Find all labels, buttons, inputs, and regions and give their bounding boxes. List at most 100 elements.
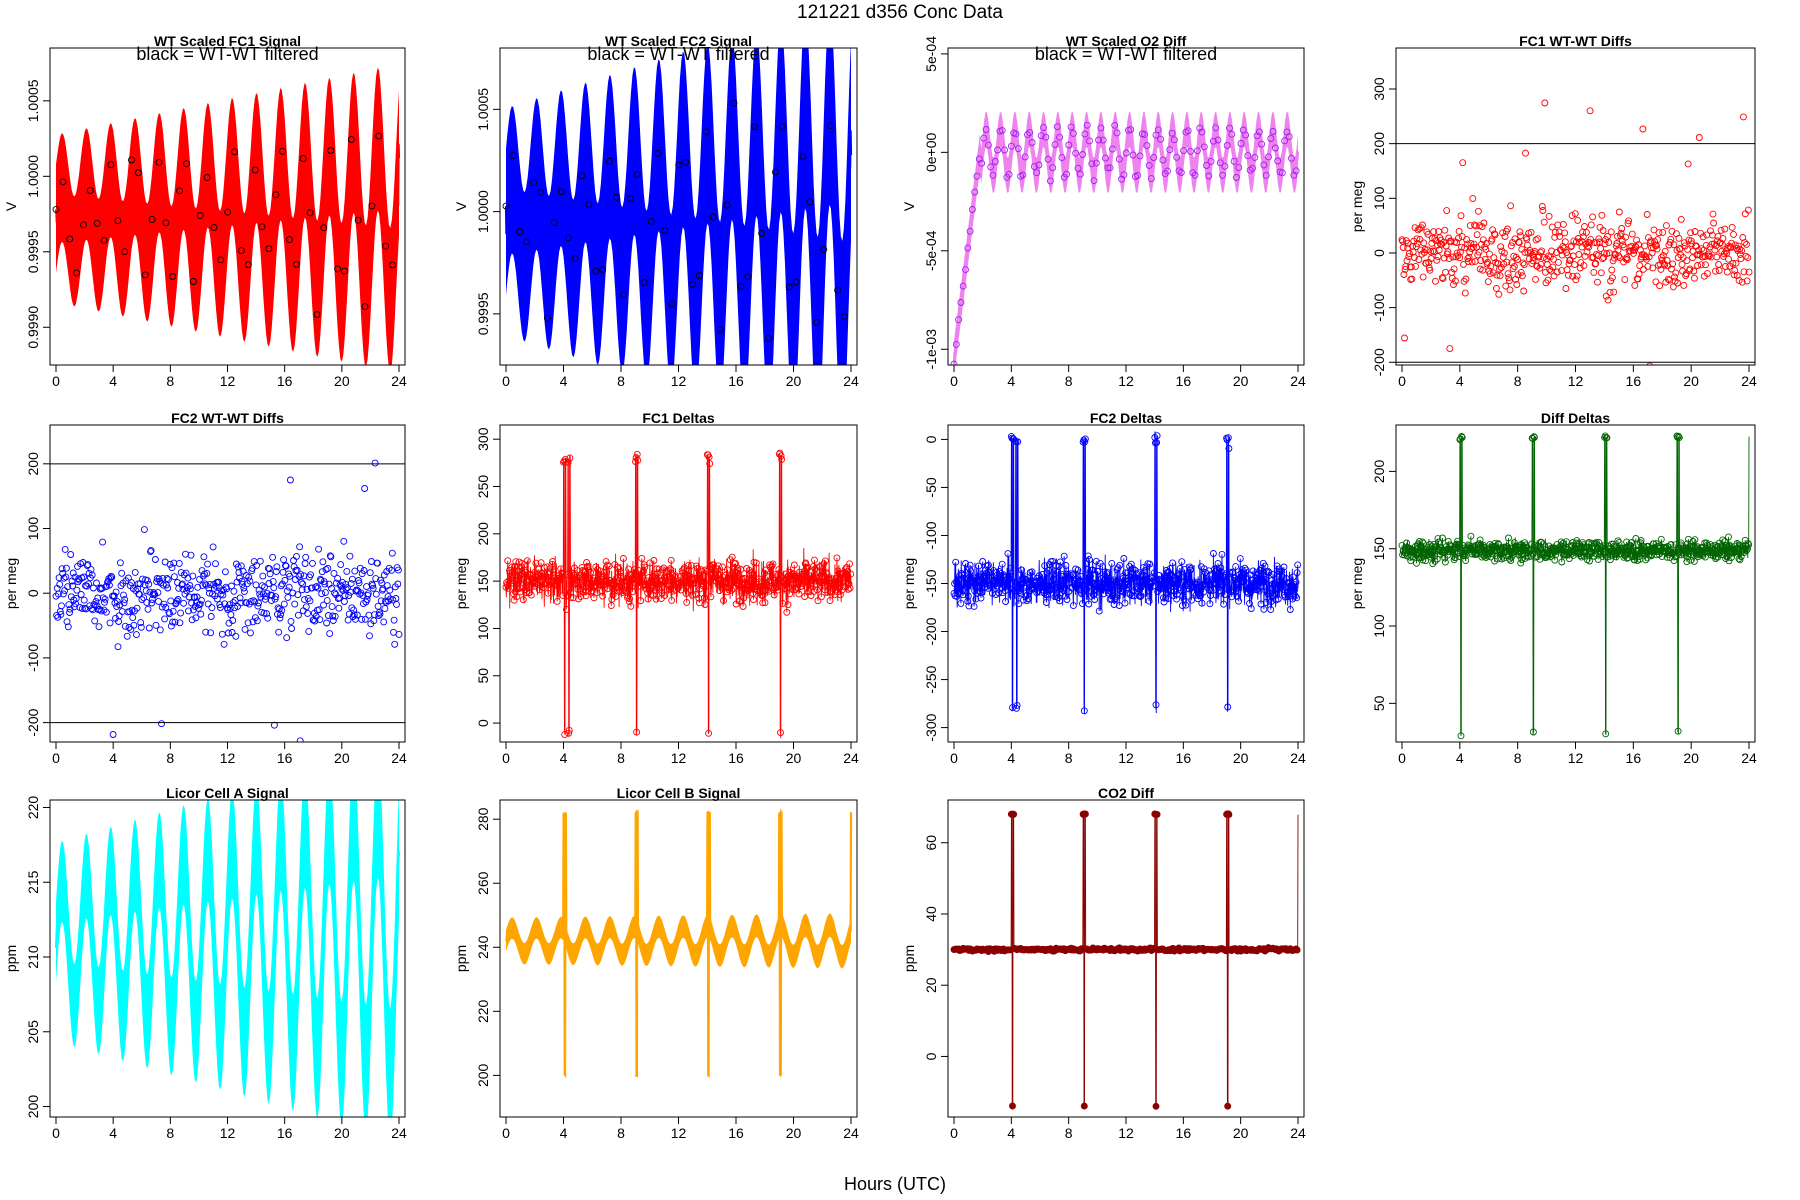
- data-point: [1468, 550, 1476, 558]
- data-point: [565, 726, 573, 734]
- data-point: [102, 583, 110, 591]
- data-point: [689, 280, 696, 288]
- data-point: [1556, 232, 1564, 240]
- data-point: [824, 588, 832, 596]
- data-point: [1173, 590, 1181, 598]
- y-tick-label: 1.0000: [25, 155, 41, 198]
- x-tick-label: 8: [617, 750, 625, 766]
- data-point: [1641, 242, 1649, 250]
- data-point: [1569, 252, 1577, 260]
- data-point: [1291, 586, 1299, 593]
- data-point: [689, 591, 696, 599]
- data-point: [806, 198, 814, 206]
- data-point: [565, 729, 573, 737]
- data-point: [1128, 592, 1136, 600]
- data-point: [1095, 607, 1103, 615]
- data-point: [1551, 228, 1559, 236]
- data-point: [530, 179, 538, 187]
- data-point: [1281, 137, 1289, 145]
- data-point: [108, 573, 116, 581]
- data-point: [1126, 562, 1134, 570]
- data-point: [750, 596, 757, 604]
- data-point: [832, 580, 840, 588]
- data-point: [547, 564, 555, 572]
- data-point: [1562, 285, 1570, 292]
- data-point: [1680, 281, 1688, 289]
- data-point: [1412, 243, 1420, 251]
- data-point: [1277, 584, 1285, 592]
- data-point: [1484, 278, 1492, 286]
- data-point: [354, 216, 362, 224]
- data-point: [1271, 144, 1279, 152]
- data-point: [1242, 131, 1250, 139]
- data-point: [1666, 238, 1674, 246]
- data-point: [385, 564, 393, 572]
- y-tick-label: -200: [1371, 348, 1387, 376]
- data-point: [1486, 270, 1494, 278]
- data-point: [148, 599, 156, 607]
- data-point: [744, 273, 752, 281]
- data-point: [836, 579, 844, 587]
- data-point: [390, 616, 398, 624]
- data-point: [1504, 225, 1511, 233]
- data-point: [388, 407, 394, 413]
- data-point: [189, 572, 197, 580]
- data-point: [1108, 145, 1116, 153]
- data-point: [1084, 552, 1092, 560]
- data-point: [1092, 557, 1100, 565]
- data-point: [667, 556, 675, 564]
- data-point: [1730, 271, 1738, 279]
- data-point: [508, 571, 516, 578]
- data-point: [972, 576, 980, 584]
- data-point: [1294, 561, 1302, 569]
- data-point: [341, 592, 349, 599]
- data-point: [1513, 281, 1521, 288]
- data-point: [1185, 572, 1193, 580]
- y-tick-label: 1.0005: [25, 79, 41, 122]
- data-point: [952, 340, 960, 348]
- data-point: [1728, 223, 1736, 231]
- data-point: [701, 601, 709, 608]
- y-tick-label: 50: [1371, 695, 1387, 711]
- data-point: [1080, 1102, 1088, 1110]
- data-point: [1473, 231, 1481, 239]
- x-tick-label: 12: [220, 1125, 236, 1141]
- data-point: [1743, 240, 1750, 248]
- data-point: [321, 589, 329, 597]
- data-point: [293, 552, 300, 560]
- data-point: [1469, 243, 1477, 251]
- data-point: [1499, 552, 1507, 560]
- data-point: [1589, 213, 1597, 221]
- data-point: [1471, 221, 1479, 229]
- data-point: [695, 272, 703, 280]
- data-point: [1113, 129, 1121, 137]
- data-point: [1550, 255, 1557, 263]
- data-point: [1173, 153, 1181, 161]
- data-point: [1656, 282, 1664, 290]
- data-point: [1538, 203, 1546, 210]
- data-point: [1702, 261, 1709, 269]
- y-tick-label: 280: [475, 807, 491, 831]
- data-point: [1198, 599, 1206, 607]
- data-point: [1005, 576, 1012, 584]
- data-point: [1232, 174, 1240, 181]
- data-point: [288, 625, 296, 632]
- data-point: [137, 619, 145, 627]
- data-point: [301, 596, 308, 604]
- data-point: [202, 628, 210, 636]
- data-point: [1076, 170, 1084, 178]
- data-point: [1494, 540, 1502, 548]
- y-tick-label: 200: [475, 1063, 491, 1087]
- data-point: [94, 594, 102, 602]
- data-point: [164, 576, 172, 584]
- data-point: [652, 595, 660, 603]
- data-point: [1598, 553, 1606, 561]
- plot-area: [504, 808, 853, 1079]
- data-point: [1159, 594, 1167, 602]
- data-point: [731, 577, 739, 585]
- data-point: [286, 236, 293, 244]
- data-point: [1741, 210, 1749, 218]
- data-point: [1427, 553, 1435, 561]
- data-point: [326, 630, 334, 638]
